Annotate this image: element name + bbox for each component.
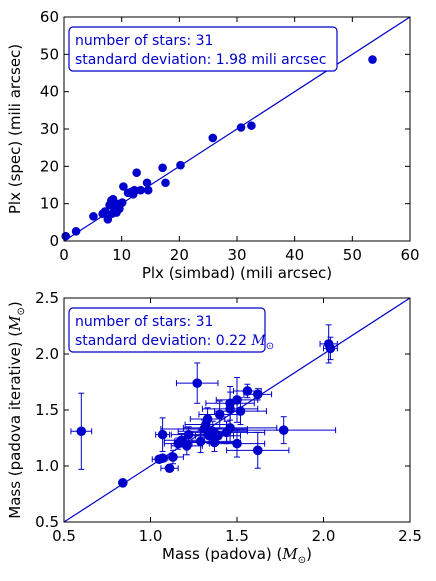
x-tick-label: 1.0 <box>139 527 163 545</box>
data-point <box>164 463 175 474</box>
data-point <box>61 231 71 241</box>
x-axis-label-unit: M <box>281 545 298 563</box>
legend-frame <box>68 307 266 353</box>
legend-std-dev-text: standard deviation: 0.22 <box>75 333 251 349</box>
x-tick-label: 1.5 <box>225 527 249 545</box>
data-point <box>108 194 118 204</box>
y-axis-label-text: Mass (padova iterative) ( <box>6 331 24 519</box>
data-points <box>61 55 377 241</box>
x-tick-label: 50 <box>343 246 362 264</box>
data-point <box>119 182 128 191</box>
data-point <box>192 378 203 388</box>
x-tick-label: 2.0 <box>312 527 336 545</box>
y-axis-label-unit: M <box>6 315 24 332</box>
x-axis-label-sub: ⊙ <box>298 555 306 566</box>
chart-parallax: 0 10 20 30 40 50 60 0 10 20 30 40 50 60 number of sta… <box>6 8 420 282</box>
data-point <box>182 441 192 451</box>
data-point <box>368 55 377 64</box>
data-point <box>76 426 87 437</box>
data-point <box>157 453 168 463</box>
y-axis-label-close: ) <box>6 301 24 307</box>
data-point <box>158 163 167 173</box>
data-point <box>89 212 98 221</box>
data-point <box>252 445 263 456</box>
x-axis-label-text: Mass (padova) ( <box>162 545 282 563</box>
x-tick-label: 0.5 <box>52 527 76 545</box>
y-tick-label: 2.5 <box>35 289 59 307</box>
y-tick-label: 2.0 <box>35 345 59 363</box>
legend-frame <box>68 26 338 72</box>
y-tick-label: 60 <box>40 8 59 26</box>
x-tick-label: 10 <box>112 246 131 264</box>
legend-std-dev-unit: M <box>250 333 266 349</box>
x-tick-label: 40 <box>285 246 304 264</box>
x-tick-label: 0 <box>59 246 69 264</box>
data-point <box>128 190 138 199</box>
legend-std-dev: standard deviation: 0.22 M⊙ <box>75 333 274 352</box>
data-point <box>183 429 194 440</box>
data-point <box>157 429 168 440</box>
y-axis-label-sub: ⊙ <box>16 307 27 315</box>
data-point <box>242 386 253 396</box>
data-point <box>195 436 206 447</box>
x-tick-label: 20 <box>170 246 189 264</box>
data-point <box>232 438 242 449</box>
y-tick-label: 40 <box>40 83 59 101</box>
data-point <box>232 395 242 405</box>
y-tick-label: 1.0 <box>35 457 59 475</box>
y-tick-label: 1.5 <box>35 401 59 419</box>
legend-std-dev: standard deviation: 1.98 mili arcsec <box>75 52 327 68</box>
data-point <box>278 425 289 435</box>
data-point <box>208 133 218 143</box>
x-axis-label: Mass (padova) (M⊙) <box>162 545 312 566</box>
axis-ticks: 0 10 20 30 40 50 60 0 10 20 30 40 50 60 <box>40 8 420 264</box>
data-point <box>142 178 152 188</box>
y-tick-label: 10 <box>40 195 59 213</box>
data-point <box>235 406 246 416</box>
chart-mass: 0.5 1.0 1.5 2.0 2.5 0.5 1.0 1.5 2.0 2.5 number of… <box>6 289 422 566</box>
data-point <box>247 121 256 130</box>
y-tick-label: 50 <box>40 45 59 63</box>
y-tick-label: 0 <box>49 232 59 250</box>
data-point <box>225 423 235 433</box>
legend-box: number of stars: 31 standard deviation: … <box>68 307 274 353</box>
y-tick-label: 30 <box>40 120 59 138</box>
legend-std-dev-sub: ⊙ <box>266 341 274 352</box>
x-tick-label: 60 <box>400 246 419 264</box>
x-tick-label: 30 <box>227 246 246 264</box>
data-points <box>76 339 336 488</box>
data-point <box>118 478 128 488</box>
y-tick-label: 20 <box>40 157 59 175</box>
y-tick-label: 0.5 <box>35 513 59 531</box>
data-point <box>325 343 336 354</box>
axis-ticks: 0.5 1.0 1.5 2.0 2.5 0.5 1.0 1.5 2.0 2.5 <box>35 289 422 545</box>
data-point <box>71 226 81 236</box>
y-axis-label: Mass (padova iterative) (M⊙) <box>6 301 27 519</box>
data-point <box>213 430 223 441</box>
data-point <box>168 452 178 462</box>
data-point <box>236 123 246 132</box>
x-axis-label-close: ) <box>306 545 312 563</box>
legend-star-count: number of stars: 31 <box>75 314 213 330</box>
y-axis-label: Plx (spec) (mili arcsec) <box>6 44 24 214</box>
data-point <box>176 160 185 170</box>
data-point <box>161 178 170 188</box>
data-point <box>117 198 127 207</box>
data-point <box>132 168 141 177</box>
data-point <box>100 207 110 216</box>
legend-box: number of stars: 31 standard deviation: … <box>68 26 338 72</box>
data-point <box>252 389 263 400</box>
x-axis-label: Plx (simbad) (mili arcsec) <box>142 264 332 282</box>
data-point <box>136 185 145 195</box>
data-point <box>202 414 213 424</box>
data-point <box>214 409 225 420</box>
x-tick-label: 2.5 <box>398 527 422 545</box>
data-point <box>143 185 153 195</box>
legend-star-count: number of stars: 31 <box>75 33 213 49</box>
